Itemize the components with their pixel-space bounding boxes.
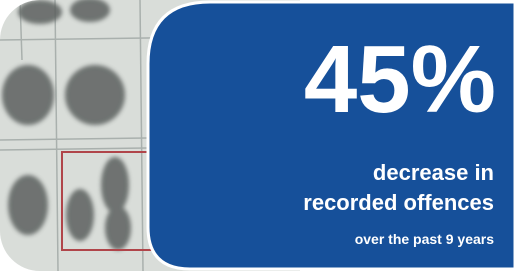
subtitle-line: decrease in xyxy=(373,160,494,185)
footnote: over the past 9 years xyxy=(355,231,495,247)
subtitle-line: recorded offences xyxy=(303,190,494,215)
headline: 45% xyxy=(304,26,496,133)
infographic: 45% decrease in recorded offences over t… xyxy=(0,0,515,271)
